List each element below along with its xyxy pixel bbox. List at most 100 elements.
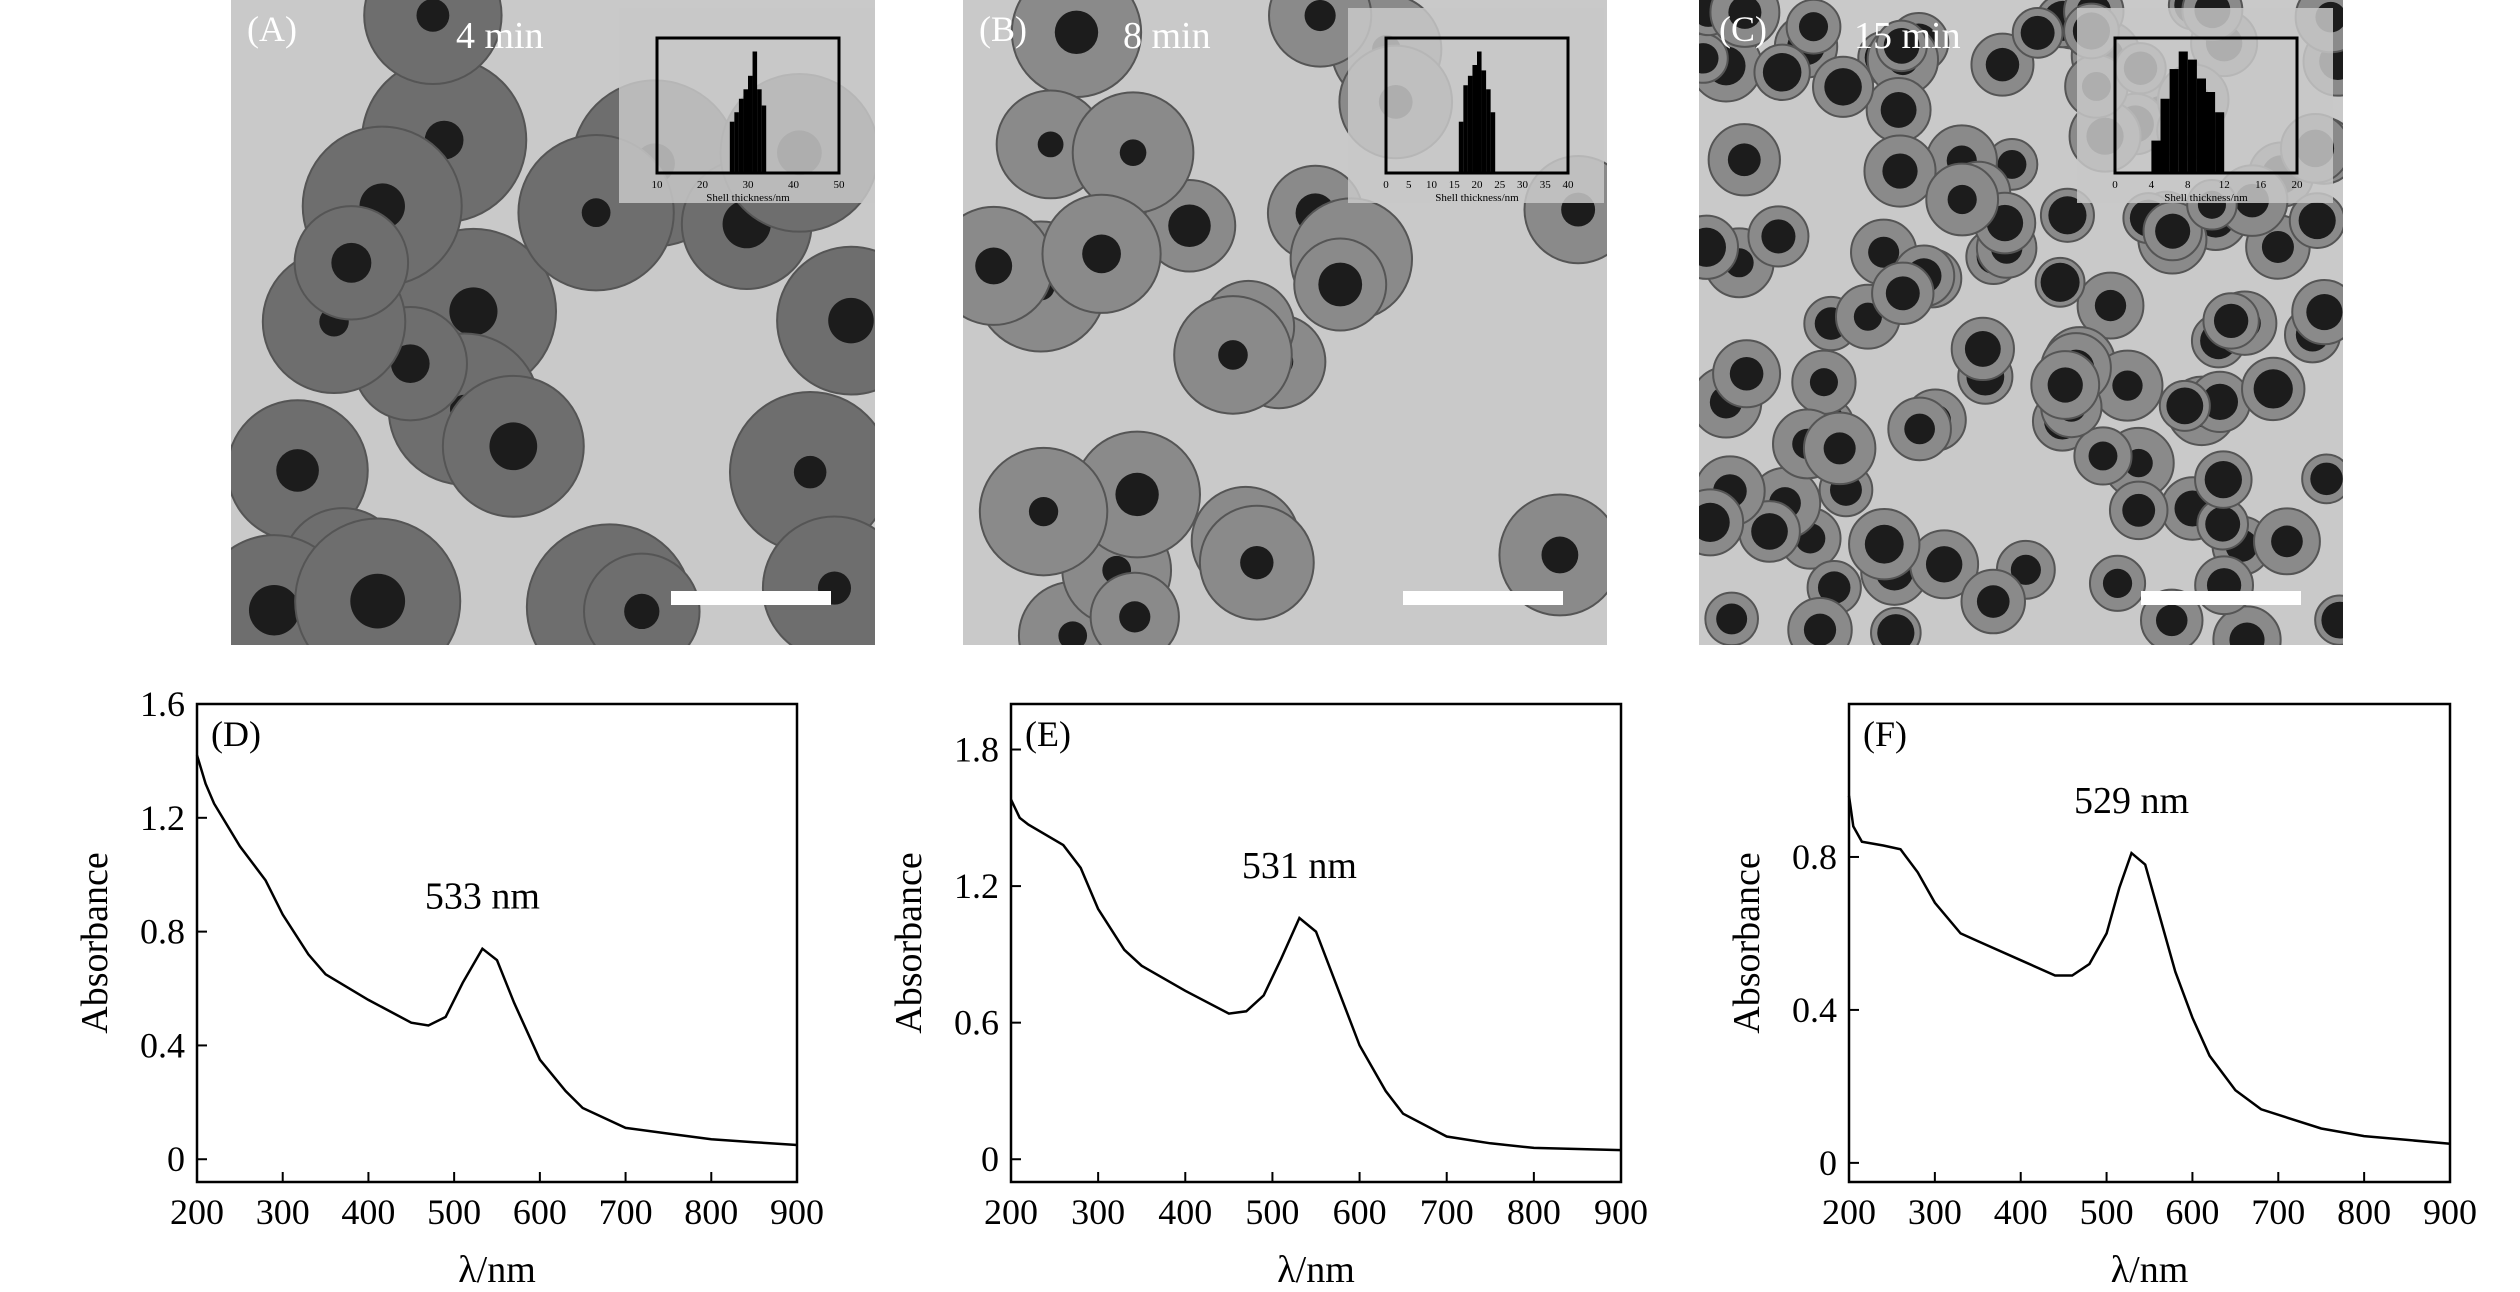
x-tick-label: 200 bbox=[1822, 1192, 1876, 1232]
panel-label: (D) bbox=[211, 714, 261, 754]
peak-annotation: 529 nm bbox=[2074, 780, 2189, 822]
core bbox=[416, 0, 450, 32]
x-tick-label: 500 bbox=[2080, 1192, 2134, 1232]
core bbox=[2010, 554, 2041, 585]
time-label: 8 min bbox=[1123, 15, 1211, 57]
absorbance-curve bbox=[1847, 795, 2451, 1146]
core bbox=[1028, 496, 1059, 527]
histogram-tick: 0 bbox=[1383, 179, 1389, 191]
x-tick-label: 200 bbox=[984, 1192, 1038, 1232]
plot-frame bbox=[1847, 702, 2452, 1184]
x-tick-label: 400 bbox=[341, 1192, 395, 1232]
x-tick-label: 900 bbox=[770, 1192, 824, 1232]
x-axis-label: λ/nm bbox=[458, 1249, 536, 1290]
x-tick-label: 400 bbox=[1158, 1192, 1212, 1232]
peak-annotation: 531 nm bbox=[1242, 845, 1357, 887]
y-tick-label: 0.8 bbox=[140, 912, 185, 952]
core bbox=[1699, 43, 1719, 74]
core bbox=[1947, 184, 1977, 215]
core bbox=[2166, 387, 2204, 425]
x-tick-label: 200 bbox=[170, 1192, 224, 1232]
histogram-bar bbox=[1467, 75, 1473, 173]
histogram-xlabel: Shell thickness/nm bbox=[1435, 192, 1519, 203]
core bbox=[2155, 213, 2191, 249]
y-tick-label: 1.2 bbox=[140, 798, 185, 838]
y-tick-label: 0 bbox=[1819, 1143, 1837, 1183]
scale-bar bbox=[671, 591, 831, 605]
core bbox=[2040, 262, 2080, 302]
core bbox=[2155, 604, 2188, 637]
core bbox=[2112, 370, 2143, 401]
histogram-bar bbox=[2160, 98, 2170, 173]
core bbox=[1541, 536, 1579, 574]
y-tick-label: 0.6 bbox=[954, 1003, 999, 1043]
core bbox=[828, 297, 874, 344]
y-axis-label: Absorbance bbox=[888, 852, 930, 1033]
histogram-xlabel: Shell thickness/nm bbox=[2164, 192, 2248, 203]
core bbox=[2321, 601, 2343, 639]
core bbox=[1798, 12, 1829, 42]
core bbox=[2048, 196, 2087, 235]
histogram-tick: 10 bbox=[652, 179, 664, 191]
x-tick-label: 900 bbox=[2423, 1192, 2477, 1232]
x-tick-label: 700 bbox=[2251, 1192, 2305, 1232]
histogram-bar bbox=[2206, 92, 2216, 173]
y-tick-label: 0.4 bbox=[1792, 990, 1837, 1030]
x-tick-label: 300 bbox=[1071, 1192, 1125, 1232]
tem-image-a: (A) 4 min 10 20 30 40 50 Shell thickness/nm bbox=[231, 0, 875, 645]
core bbox=[2261, 230, 2294, 264]
core bbox=[2253, 369, 2293, 409]
histogram-bar bbox=[738, 98, 744, 173]
core bbox=[1761, 219, 1796, 254]
core bbox=[1751, 513, 1788, 550]
histogram-tick: 30 bbox=[743, 179, 755, 191]
plot-frame bbox=[195, 702, 799, 1184]
panel-label: (A) bbox=[247, 9, 297, 49]
y-tick-label: 0.8 bbox=[1792, 837, 1837, 877]
core bbox=[1699, 502, 1730, 542]
core bbox=[2201, 383, 2239, 420]
histogram-bar bbox=[729, 121, 735, 173]
core bbox=[1885, 276, 1920, 311]
histogram-bar bbox=[761, 105, 767, 173]
core bbox=[1304, 0, 1336, 32]
histogram-bar bbox=[752, 51, 758, 173]
x-tick-label: 300 bbox=[1908, 1192, 1962, 1232]
core bbox=[2271, 525, 2303, 558]
histogram-tick: 30 bbox=[1517, 179, 1529, 191]
core bbox=[2310, 462, 2343, 496]
histogram-bar bbox=[743, 89, 748, 173]
y-tick-label: 1.6 bbox=[140, 690, 185, 724]
histogram-xlabel: Shell thickness/nm bbox=[706, 192, 790, 203]
absorbance-curve bbox=[195, 754, 798, 1147]
core bbox=[1240, 545, 1274, 580]
core bbox=[1119, 601, 1151, 633]
histogram-tick: 40 bbox=[1563, 179, 1575, 191]
shell bbox=[363, 0, 503, 86]
core bbox=[2122, 493, 2156, 527]
histogram-bar bbox=[2215, 112, 2225, 173]
histogram-tick: 40 bbox=[788, 179, 800, 191]
core bbox=[2213, 303, 2249, 339]
core bbox=[390, 344, 430, 383]
core bbox=[2094, 289, 2127, 322]
core bbox=[331, 242, 372, 283]
core bbox=[1824, 68, 1862, 106]
x-tick-label: 300 bbox=[256, 1192, 310, 1232]
core bbox=[449, 287, 498, 336]
y-axis-label: Absorbance bbox=[74, 852, 116, 1033]
shell bbox=[776, 245, 875, 396]
x-tick-label: 500 bbox=[427, 1192, 481, 1232]
core bbox=[2020, 15, 2055, 50]
x-axis-label: λ/nm bbox=[1277, 1249, 1355, 1290]
histogram-tick: 35 bbox=[1540, 179, 1552, 191]
histogram-bar bbox=[2178, 51, 2188, 173]
plot-frame bbox=[1009, 702, 1623, 1184]
x-tick-label: 600 bbox=[1333, 1192, 1387, 1232]
x-tick-label: 400 bbox=[1994, 1192, 2048, 1232]
histogram-bar bbox=[1472, 65, 1477, 173]
core bbox=[975, 247, 1013, 285]
x-tick-label: 700 bbox=[599, 1192, 653, 1232]
histogram-inset: 0 5 10 15 20 25 30 35 40 Shell thickness/nm bbox=[1348, 8, 1604, 203]
histogram-bar bbox=[2187, 59, 2197, 173]
